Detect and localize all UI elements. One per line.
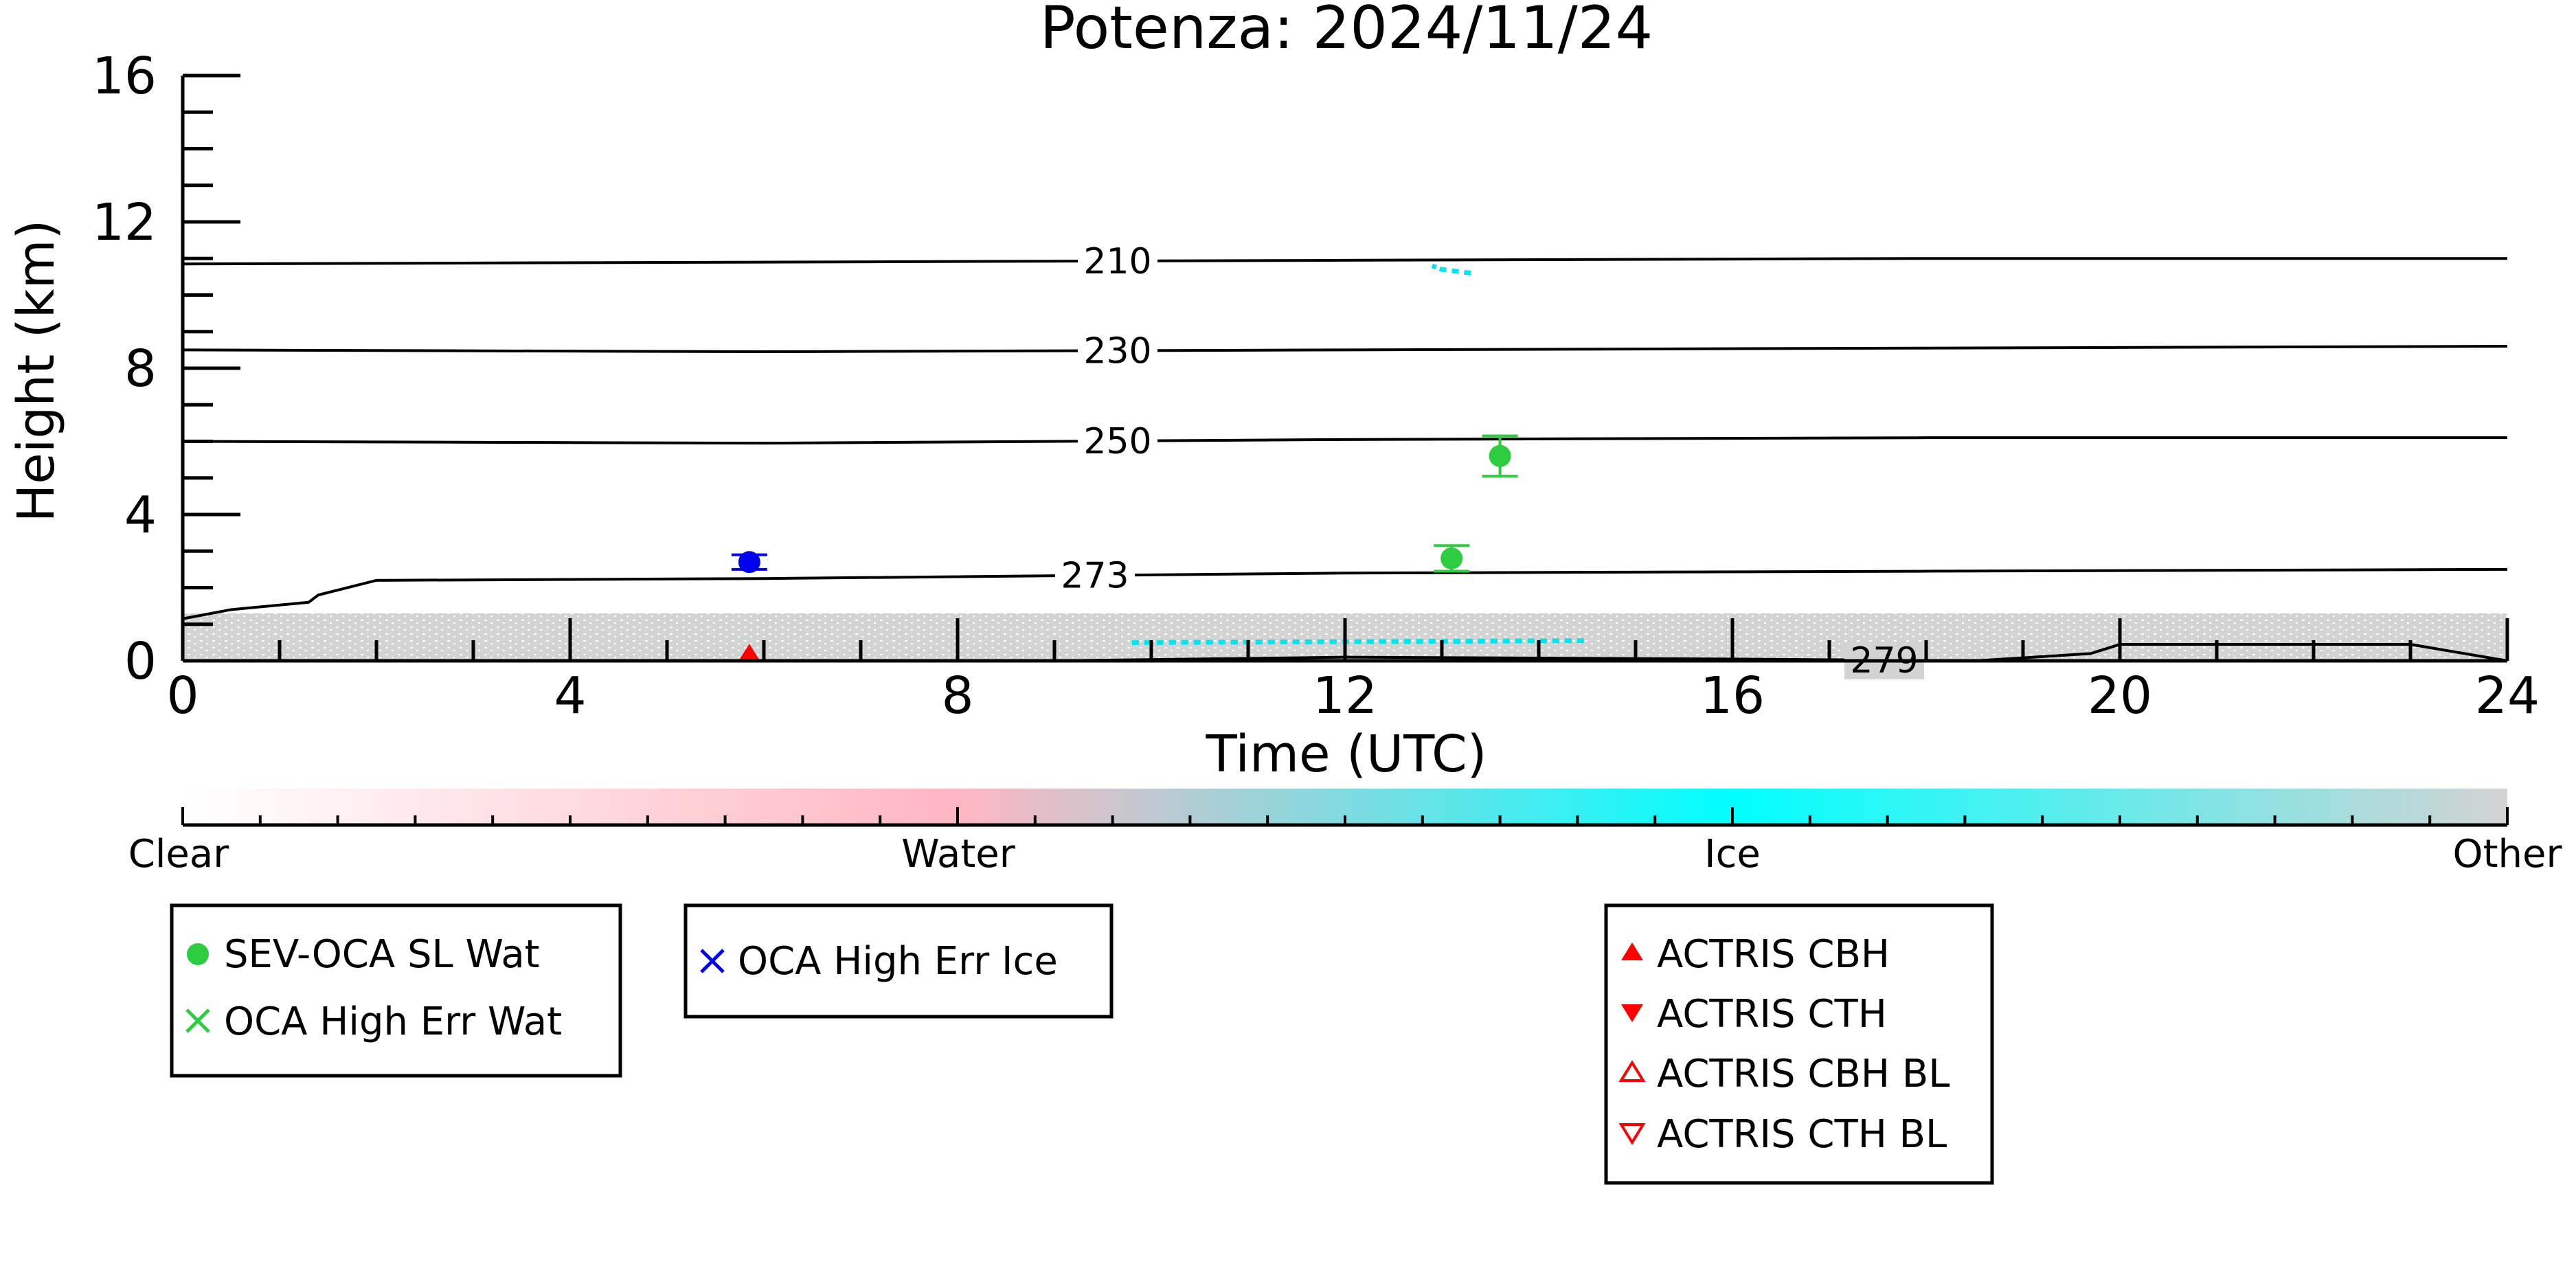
x-tick-label-24: 24 [2475,666,2540,725]
legend-label-oca-high-err-wat: OCA High Err Wat [224,999,562,1044]
point-sev-oca-sl-wat-0 [1489,444,1511,467]
colorbar-label-clear: Clear [128,832,229,877]
legend-marker-filled-circle [187,943,209,965]
ice-patch-0 [1431,263,1471,276]
point-oca-high-err-ice-0 [738,551,760,574]
x-axis-label: Time (UTC) [1205,725,1487,784]
isotherm-273 [182,567,2508,620]
chart-title: Potenza: 2024/11/24 [1040,0,1653,63]
x-tick-label-8: 8 [941,666,973,725]
legend-label-actris-cth: ACTRIS CTH [1657,992,1887,1037]
legend-ice: OCA High Err Ice [683,903,1114,1019]
x-tick-label-16: 16 [1700,666,1765,725]
ice-patches [1131,263,1588,645]
isotherm-label-250: 250 [1083,421,1151,462]
y-tick-label-4: 4 [124,486,157,545]
category-colorbar: Clear Water Ice Other [128,789,2562,877]
colorbar-ticks [181,807,2509,825]
isotherm-label-210: 210 [1083,241,1151,282]
isotherm-label-bg [1078,422,1157,460]
x-tick-label-20: 20 [2088,666,2152,725]
legend-label-actris-cth-bl: ACTRIS CTH BL [1657,1112,1947,1157]
y-tick-label-16: 16 [92,47,157,106]
x-tick-label-12: 12 [1313,666,1377,725]
legend-label-actris-cbh-bl: ACTRIS CBH BL [1657,1052,1950,1096]
isotherm-279 [1054,643,2508,663]
legend-water: SEV-OCA SL Wat OCA High Err Wat [170,903,622,1078]
legend-label-actris-cbh: ACTRIS CBH [1657,932,1890,977]
y-tick-label-0: 0 [124,632,157,691]
isotherm-label-230: 230 [1083,330,1151,372]
isotherm-label-273: 273 [1061,556,1129,597]
legend-marker-triangle-down-open [1618,1123,1646,1145]
legend-label-oca-high-err-ice: OCA High Err Ice [738,939,1058,984]
isotherm-label-bg [1078,242,1157,280]
x-tick-label-0: 0 [166,666,199,725]
legend-frame [170,903,622,1078]
legend-marker-triangle-up-filled [1621,942,1643,960]
colorbar-label-ice: Ice [1704,832,1761,877]
isotherm-230 [182,345,2508,354]
isotherm-label-bg [1055,557,1135,595]
y-tick-label-12: 12 [92,193,157,252]
point-sev-oca-sl-wat-1 [1440,547,1463,569]
colorbar-label-water: Water [901,832,1016,877]
y-axis-label: Height (km) [7,220,66,523]
legend-label-sev-oca-sl-wat: SEV-OCA SL Wat [224,932,540,977]
x-tick-label-4: 4 [554,666,586,725]
legend-marker-triangle-down-filled [1621,1004,1643,1022]
legend-marker-triangle-up-open [1618,1060,1646,1082]
colorbar-label-other: Other [2452,832,2562,877]
data-points [731,434,1518,659]
axes: 0 4 8 12 16 20 24 0 4 8 12 16 [92,47,2540,725]
isotherm-250 [182,436,2507,445]
legend-marker-x [185,1008,210,1033]
isotherm-210 [182,257,2507,266]
ice-patch-1 [1131,638,1588,645]
legend-marker-x [700,949,725,973]
legend-frame [683,903,1114,1019]
legend-frame [1604,903,1994,1185]
isotherm-label-bg [1078,332,1157,370]
legend-actris: ACTRIS CBH ACTRIS CTH ACTRIS CBH BL ACTR… [1604,903,1994,1185]
y-tick-label-8: 8 [124,339,157,398]
point-actris-cbh [739,644,759,659]
